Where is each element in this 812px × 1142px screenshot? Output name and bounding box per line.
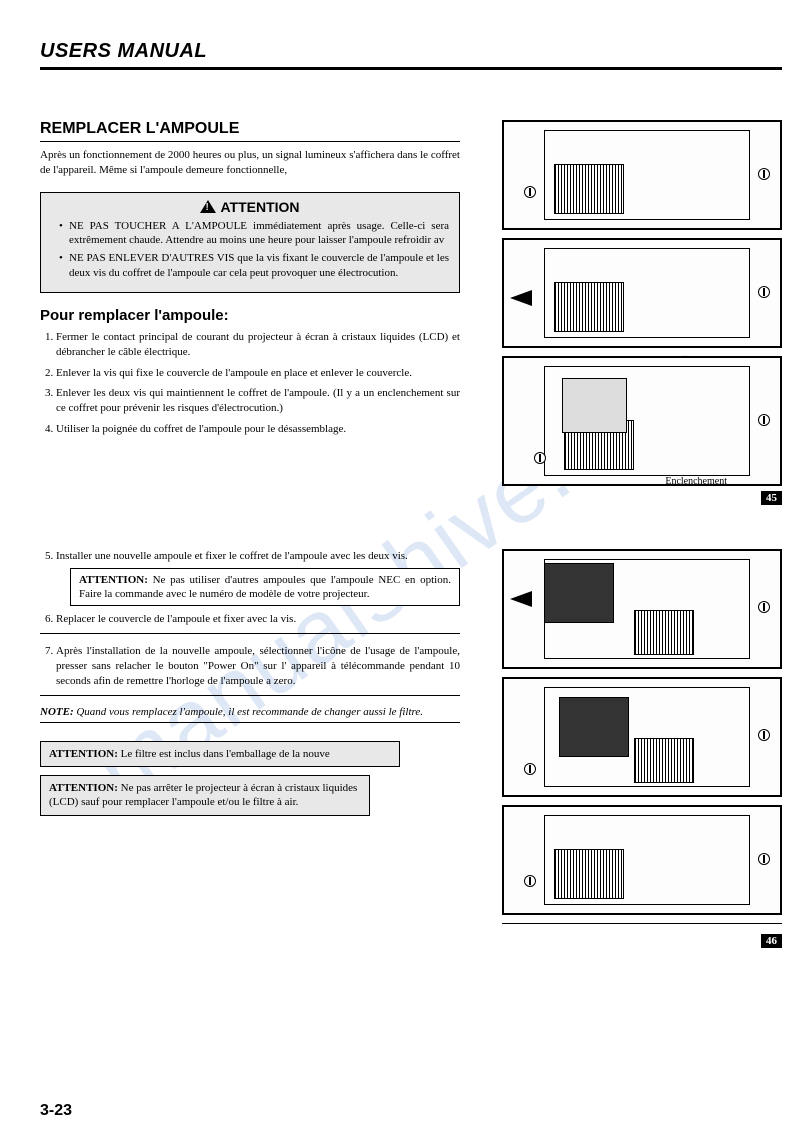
attention-box-filter: ATTENTION: Le filtre est inclus dans l'e… <box>40 741 400 767</box>
step-item: Fermer le contact principal de courant d… <box>56 330 460 360</box>
diagram-3 <box>502 356 782 486</box>
note-bold: NOTE: <box>40 706 74 718</box>
attention-label: ATTENTION: <box>79 574 148 586</box>
content: REMPLACER L'AMPOULE Après un fonctionnem… <box>40 120 782 948</box>
warning-item: NE PAS TOUCHER A L'AMPOULE immédiatement… <box>59 219 449 248</box>
warning-heading-text: ATTENTION <box>220 199 299 215</box>
step-item: Enlever les deux vis qui maintiennent le… <box>56 386 460 416</box>
attention-box-stop: ATTENTION: Ne pas arrêter le projecteur … <box>40 775 370 816</box>
diagram-2 <box>502 238 782 348</box>
figure-number-46: 46 <box>761 934 782 948</box>
procedure-title: Pour remplacer l'ampoule: <box>40 307 460 324</box>
diagram-4 <box>502 549 782 669</box>
warning-box: ATTENTION NE PAS TOUCHER A L'AMPOULE imm… <box>40 192 460 293</box>
right-column-top: Enclenchement 45 <box>502 120 782 519</box>
divider <box>502 923 782 924</box>
section-title: REMPLACER L'AMPOULE <box>40 120 460 142</box>
step5-text: Installer une nouvelle ampoule et fixer … <box>56 550 408 562</box>
steps-list-c: Après l'installation de la nouvelle ampo… <box>40 644 460 689</box>
page: manualshive.com USERS MANUAL REMPLACER L… <box>0 0 812 1142</box>
step-item: Après l'installation de la nouvelle ampo… <box>56 644 460 689</box>
attention-text-1: Le filtre est inclus dans l'emballage de… <box>118 748 330 760</box>
diagram-5 <box>502 677 782 797</box>
attention-label: ATTENTION: <box>49 748 118 760</box>
attention-label: ATTENTION: <box>49 782 118 794</box>
intro-text: Après un fonctionnement de 2000 heures o… <box>40 148 460 178</box>
right-column-bottom: 46 <box>502 549 782 948</box>
left-column-bottom: Installer une nouvelle ampoule et fixer … <box>40 549 460 824</box>
step-item: Replacer le couvercle de l'ampoule et fi… <box>56 612 460 627</box>
enclenchement-label: Enclenchement <box>447 476 727 487</box>
note-line: NOTE: Quand vous remplacez l'ampoule, il… <box>40 706 460 723</box>
diagram-6 <box>502 805 782 915</box>
warning-heading: ATTENTION <box>51 199 449 215</box>
step-item: Enlever la vis qui fixe le couvercle de … <box>56 366 460 381</box>
diagram-1 <box>502 120 782 230</box>
warning-triangle-icon <box>200 200 216 213</box>
divider <box>40 695 460 696</box>
left-column-top: REMPLACER L'AMPOULE Après un fonctionnem… <box>40 120 460 443</box>
warning-item: NE PAS ENLEVER D'AUTRES VIS que la vis f… <box>59 251 449 280</box>
divider <box>40 633 460 634</box>
step-item: Installer une nouvelle ampoule et fixer … <box>56 549 460 606</box>
steps-list-b: Installer une nouvelle ampoule et fixer … <box>40 549 460 627</box>
steps-list-a: Fermer le contact principal de courant d… <box>40 330 460 437</box>
page-number: 3-23 <box>40 1102 72 1120</box>
step5-attention-box: ATTENTION: Ne pas utiliser d'autres ampo… <box>70 568 460 607</box>
figure-number-45: 45 <box>761 491 782 505</box>
note-text: Quand vous remplacez l'ampoule, il est r… <box>74 706 423 718</box>
warning-list: NE PAS TOUCHER A L'AMPOULE immédiatement… <box>51 219 449 280</box>
step-item: Utiliser la poignée du coffret de l'ampo… <box>56 422 460 437</box>
header-title: USERS MANUAL <box>40 40 782 70</box>
